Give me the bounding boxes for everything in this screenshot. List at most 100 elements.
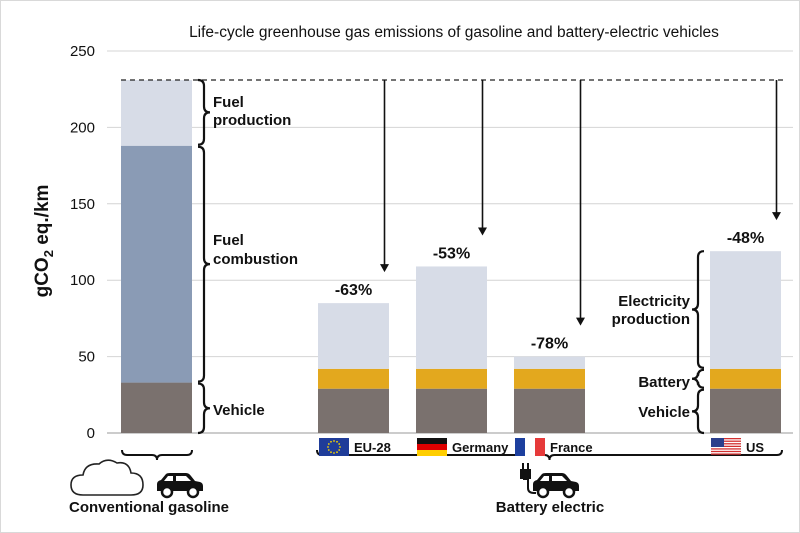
fuel-combustion-label: combustion xyxy=(213,251,298,268)
ev-bar-3-vehicle xyxy=(710,388,781,433)
eu-flag-star xyxy=(338,449,341,451)
ev-bar-0-battery xyxy=(318,368,389,389)
eu-flag-star xyxy=(336,451,338,454)
cloud-icon xyxy=(70,459,144,496)
country-labels: EU-28 Germany France US xyxy=(319,438,764,456)
eu-flag-star xyxy=(327,443,330,445)
car-window xyxy=(176,476,191,481)
vehicle-label-right: Vehicle xyxy=(638,404,690,421)
arrow-head xyxy=(380,264,389,273)
car-wheel xyxy=(562,485,576,499)
eu-flag-star xyxy=(330,440,332,443)
reduction-label: -63% xyxy=(335,282,372,299)
y-tick-label: 50 xyxy=(78,349,95,366)
ev-bar-1-battery xyxy=(416,368,487,389)
vehicle-label-left: Vehicle xyxy=(213,402,265,419)
eu-flag-star xyxy=(339,446,341,448)
car-wheel xyxy=(186,485,200,499)
eu-flag-star xyxy=(336,440,338,443)
gasoline-bar-vehicle xyxy=(121,382,192,433)
gasoline-bar-fuel-combustion xyxy=(121,145,192,383)
fuel-production-label: production xyxy=(213,112,291,129)
car-icon xyxy=(533,473,579,499)
eu-flag-star xyxy=(330,451,332,454)
fuel-production-bracket xyxy=(197,78,211,146)
fuel-combustion-bracket xyxy=(197,145,211,383)
car-icon xyxy=(157,473,203,499)
ev-bar-2-vehicle xyxy=(514,388,585,433)
vehicle-bracket-left xyxy=(197,382,211,435)
ev-bar-2-electricity-production xyxy=(514,356,585,369)
us-flag-stripe xyxy=(711,448,741,450)
battery-bracket xyxy=(691,368,705,389)
vehicle-bracket-right xyxy=(691,388,705,435)
country-label: Germany xyxy=(452,440,509,455)
ev-bar-1-electricity-production xyxy=(416,266,487,369)
car-window xyxy=(164,476,173,481)
electric-group-label: Battery electric xyxy=(496,499,604,516)
germany-flag-stripe xyxy=(417,444,447,450)
electricity-production-bracket xyxy=(691,250,705,369)
reduction-label: -78% xyxy=(531,336,568,353)
ev-bar-1-vehicle xyxy=(416,388,487,433)
group-icons: Conventional gasoline Battery electric xyxy=(69,459,604,516)
us-flag-stripe xyxy=(711,453,741,455)
reduction-label: -53% xyxy=(433,245,470,262)
country-label: EU-28 xyxy=(354,440,391,455)
eu-flag-star xyxy=(333,452,335,454)
reduction-label: -48% xyxy=(727,230,764,247)
chart-title: Life-cycle greenhouse gas emissions of g… xyxy=(189,24,719,41)
battery-label: Battery xyxy=(638,374,690,391)
y-tick-label: 250 xyxy=(70,43,95,60)
ev-bar-0-vehicle xyxy=(318,388,389,433)
france-flag-stripe xyxy=(535,438,545,456)
y-tick-label: 150 xyxy=(70,196,95,213)
gasoline-bar-fuel-production xyxy=(121,80,192,146)
ev-bar-3-battery xyxy=(710,368,781,389)
gasoline-group-label: Conventional gasoline xyxy=(69,499,229,516)
arrow-head xyxy=(478,227,487,236)
ev-bar-2-battery xyxy=(514,368,585,389)
ev-bar-3-electricity-production xyxy=(710,251,781,369)
france-flag-stripe xyxy=(525,438,535,456)
annotations: -63% -53% -78% -48% xyxy=(121,79,785,353)
us-flag-canton xyxy=(711,438,724,447)
car-window xyxy=(552,476,567,481)
electricity-production-label: Electricity xyxy=(618,293,690,310)
car-window xyxy=(540,476,549,481)
y-tick-label: 0 xyxy=(87,425,95,442)
us-flag-stripe xyxy=(711,443,741,445)
car-wheel xyxy=(160,485,174,499)
arrow-head xyxy=(576,317,585,326)
us-flag-icon xyxy=(711,438,741,440)
y-axis: 0 50 100 150 200 250 xyxy=(70,43,95,442)
eu-flag-star xyxy=(338,443,341,445)
eu-flag-icon xyxy=(319,438,349,456)
eu-flag-star xyxy=(327,449,330,451)
us-flag-stripe xyxy=(711,445,741,447)
fuel-production-label: Fuel xyxy=(213,94,244,111)
country-label: US xyxy=(746,440,764,455)
electricity-production-label: production xyxy=(612,311,690,328)
car-wheel xyxy=(536,485,550,499)
y-axis-label: gCO2 eq./km xyxy=(32,185,56,298)
plug-head xyxy=(520,469,531,479)
germany-flag-icon xyxy=(417,438,447,444)
eu-flag-star xyxy=(333,440,335,442)
us-flag-stripe xyxy=(711,440,741,442)
country-label: France xyxy=(550,440,593,455)
france-flag-icon xyxy=(515,438,525,456)
y-tick-label: 200 xyxy=(70,119,95,136)
y-tick-label: 100 xyxy=(70,272,95,289)
bars xyxy=(121,80,781,433)
ev-bar-0-electricity-production xyxy=(318,303,389,369)
plug-icon xyxy=(523,478,536,494)
gasoline-group-brace xyxy=(121,449,193,461)
arrow-head xyxy=(772,212,781,221)
fuel-combustion-label: Fuel xyxy=(213,232,244,249)
eu-flag-star xyxy=(327,446,329,448)
us-flag-stripe xyxy=(711,450,741,453)
germany-flag-stripe xyxy=(417,450,447,456)
